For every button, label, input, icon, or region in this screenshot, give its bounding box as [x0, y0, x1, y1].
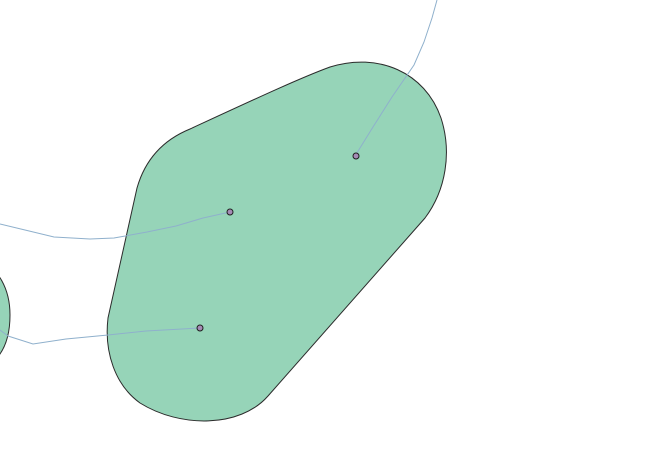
- route-line[interactable]: [0, 211, 231, 240]
- buffer-area[interactable]: [106, 61, 447, 422]
- point-marker[interactable]: [226, 208, 234, 216]
- route-line[interactable]: [354, 0, 438, 157]
- point-marker[interactable]: [352, 152, 360, 160]
- partial-buffer-area[interactable]: [0, 265, 11, 360]
- point-marker[interactable]: [196, 324, 204, 332]
- route-line[interactable]: [0, 327, 201, 345]
